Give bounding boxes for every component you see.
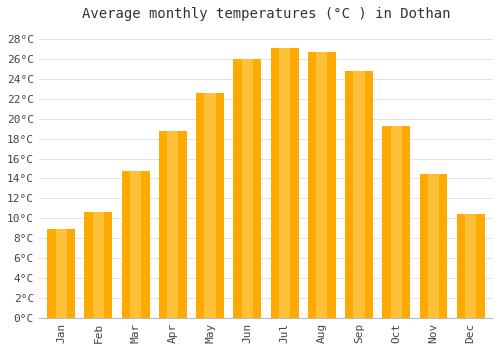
Bar [279,48,290,318]
Bar [345,71,373,318]
Bar [93,212,104,318]
Title: Average monthly temperatures (°C ) in Dothan: Average monthly temperatures (°C ) in Do… [82,7,450,21]
Bar [465,214,476,318]
Bar [420,175,448,318]
Bar [196,93,224,318]
Bar [428,175,439,318]
Bar [390,126,402,318]
Bar [122,170,150,318]
Bar [130,170,141,318]
Bar [382,126,410,318]
Bar [56,229,66,318]
Bar [84,212,112,318]
Bar [204,93,216,318]
Bar [316,52,328,318]
Bar [242,59,253,318]
Bar [270,48,298,318]
Bar [159,131,187,318]
Bar [47,229,75,318]
Bar [354,71,364,318]
Bar [457,214,484,318]
Bar [308,52,336,318]
Bar [168,131,178,318]
Bar [234,59,262,318]
